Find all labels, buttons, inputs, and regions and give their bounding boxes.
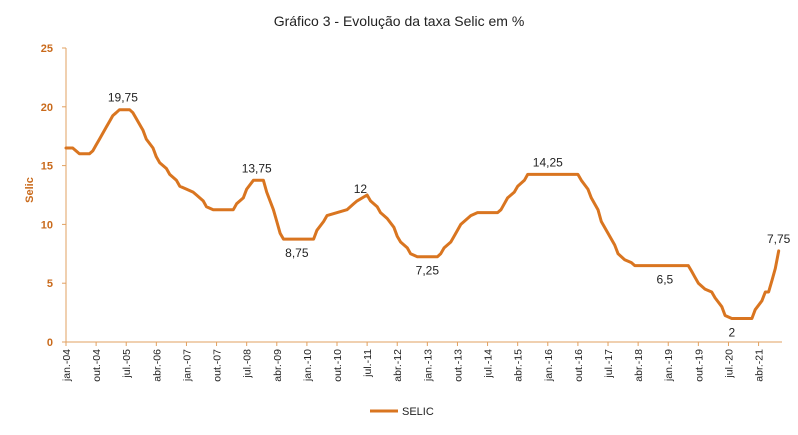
x-tick-label: abr.-09 bbox=[272, 349, 284, 382]
data-label: 12 bbox=[354, 182, 368, 196]
y-tick-label: 10 bbox=[41, 219, 53, 231]
data-label: 7,25 bbox=[416, 264, 440, 278]
data-label: 2 bbox=[728, 325, 735, 339]
chart-title: Gráfico 3 - Evolução da taxa Selic em % bbox=[274, 13, 525, 29]
y-tick-label: 15 bbox=[41, 161, 53, 173]
data-label: 14,25 bbox=[533, 155, 563, 169]
x-tick-label: abr.-06 bbox=[151, 349, 163, 382]
x-tick-label: out.-19 bbox=[693, 349, 705, 382]
x-tick-label: jul.-11 bbox=[362, 349, 374, 378]
x-tick-label: abr.-18 bbox=[633, 349, 645, 382]
data-label: 13,75 bbox=[242, 161, 272, 175]
y-axis: 0 5 10 15 20 25 bbox=[41, 43, 67, 349]
data-label: 7,75 bbox=[767, 232, 791, 246]
x-tick-label: abr.-21 bbox=[754, 349, 766, 382]
x-tick-label: out.-04 bbox=[91, 349, 103, 382]
data-label: 8,75 bbox=[285, 246, 309, 260]
y-tick-label: 5 bbox=[47, 278, 53, 290]
x-tick-label: jul.-05 bbox=[121, 349, 133, 379]
x-tick-label: out.-10 bbox=[332, 349, 344, 382]
x-tick-label: jan.-07 bbox=[181, 349, 193, 382]
x-tick-label: out.-13 bbox=[452, 349, 464, 382]
x-tick-label: out.-16 bbox=[573, 349, 585, 382]
x-tick-label: abr.-15 bbox=[513, 349, 525, 382]
x-tick-label: jan.-13 bbox=[422, 349, 434, 382]
data-label: 19,75 bbox=[108, 91, 138, 105]
x-tick-label: jul.-08 bbox=[242, 349, 254, 379]
y-tick-label: 20 bbox=[41, 102, 53, 114]
legend-label-selic: SELIC bbox=[402, 406, 434, 418]
y-tick-label: 25 bbox=[41, 43, 53, 55]
x-axis: jan.-04 out.-04 jul.-05 abr.-06 jan.-07 out.-… bbox=[61, 341, 782, 382]
x-tick-label: jan.-10 bbox=[302, 349, 314, 382]
data-label: 6,5 bbox=[657, 273, 674, 287]
series-line-selic bbox=[64, 108, 781, 320]
y-axis-label: Selic bbox=[24, 177, 36, 203]
x-tick-label: jan.-19 bbox=[663, 349, 675, 382]
data-labels: 19,75 13,75 8,75 12 7,25 14,25 6,5 2 7,75 bbox=[108, 91, 791, 340]
legend: SELIC bbox=[370, 406, 434, 418]
y-tick-label: 0 bbox=[47, 337, 53, 349]
x-tick-label: jul.-14 bbox=[483, 349, 495, 379]
x-tick-label: jul.-20 bbox=[723, 349, 735, 379]
x-tick-label: jan.-04 bbox=[61, 349, 73, 382]
x-tick-label: jan.-16 bbox=[543, 349, 555, 382]
x-tick-label: abr.-12 bbox=[392, 349, 404, 382]
x-tick-label: jul.-17 bbox=[603, 349, 615, 379]
x-tick-label: out.-07 bbox=[212, 349, 224, 382]
